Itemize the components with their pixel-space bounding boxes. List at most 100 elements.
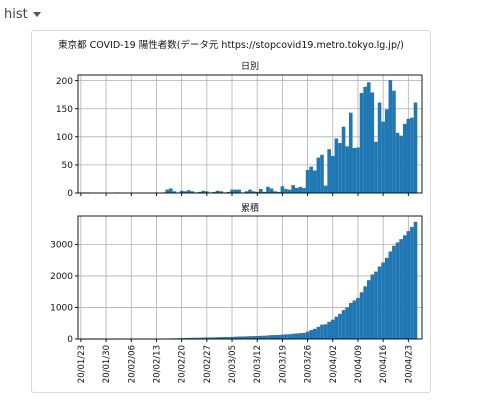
bar	[208, 337, 213, 339]
bar	[284, 189, 288, 193]
x-tick-label: 20/01/23	[77, 345, 87, 383]
bar	[406, 231, 411, 339]
bar	[338, 142, 342, 193]
x-tick-label: 20/03/05	[228, 345, 238, 383]
bar	[384, 257, 389, 339]
bar	[187, 190, 191, 193]
bar	[330, 155, 335, 193]
bar	[269, 188, 274, 193]
bar	[244, 191, 249, 193]
y-tick-label: 100	[56, 133, 73, 143]
bar	[248, 189, 252, 193]
bar	[273, 335, 277, 339]
bar	[212, 191, 216, 193]
x-tick-label: 20/03/26	[304, 345, 314, 383]
bar	[226, 337, 231, 339]
bar	[363, 286, 367, 339]
bar	[302, 187, 306, 193]
bar	[215, 190, 220, 193]
bar	[341, 310, 346, 339]
x-tick-label: 20/02/27	[203, 345, 213, 383]
bar	[359, 292, 364, 339]
bar	[197, 337, 202, 339]
bar	[399, 135, 403, 193]
bar	[237, 189, 242, 193]
bar	[381, 262, 385, 339]
bar	[237, 336, 242, 339]
bar	[402, 235, 407, 339]
bar	[294, 187, 299, 193]
bar	[406, 118, 411, 193]
bar	[374, 271, 378, 339]
bar	[348, 303, 353, 339]
bar	[352, 300, 357, 339]
bar	[316, 157, 321, 193]
bar	[327, 149, 331, 193]
x-tick-label: 20/03/12	[253, 345, 263, 383]
bar	[273, 191, 277, 193]
bar	[230, 336, 234, 339]
bar	[410, 226, 414, 339]
bar	[402, 123, 407, 193]
chart-figure: 東京都 COVID-19 陽性者数(データ元 https://stopcovid…	[50, 39, 423, 383]
y-tick-label: 200	[56, 77, 73, 87]
x-tick-label: 20/02/06	[127, 345, 137, 383]
bar	[287, 334, 292, 339]
bar	[169, 188, 173, 193]
bar	[327, 321, 331, 339]
chart-type-dropdown[interactable]: hist	[4, 4, 41, 24]
bar	[266, 186, 270, 193]
bar	[172, 191, 177, 193]
y-tick-label: 3000	[50, 241, 73, 251]
bar	[241, 336, 245, 339]
y-tick-label: 0	[67, 335, 73, 345]
bar	[284, 334, 288, 339]
axes-frame	[77, 215, 423, 340]
bar	[309, 166, 313, 193]
bar	[374, 141, 378, 193]
bar	[205, 337, 209, 339]
bar	[215, 337, 220, 339]
bar	[323, 185, 328, 193]
bar	[359, 92, 364, 193]
y-tick-label: 150	[56, 105, 73, 115]
bar	[190, 337, 195, 339]
bar	[226, 191, 231, 193]
x-tick-label: 20/04/09	[354, 345, 364, 383]
y-tick-label: 50	[62, 161, 74, 171]
bar	[302, 332, 306, 339]
y-tick-label: 1000	[50, 304, 73, 314]
bar	[305, 331, 310, 339]
bar	[194, 337, 198, 339]
x-tick-label: 20/01/30	[102, 345, 112, 383]
bar	[413, 102, 418, 193]
y-tick-label: 2000	[50, 272, 73, 282]
bar	[384, 109, 389, 193]
bar	[370, 274, 375, 339]
bar	[183, 191, 188, 193]
bar	[280, 186, 285, 193]
bar	[205, 191, 209, 193]
bar	[165, 189, 170, 193]
bar	[298, 186, 303, 193]
bar	[219, 191, 224, 193]
bar	[356, 297, 360, 339]
bar	[262, 191, 267, 193]
panel-daily: 日別 0 50 100 150 200	[56, 61, 423, 199]
bar	[251, 191, 256, 193]
y-tick-label: 0	[67, 189, 73, 199]
bar	[388, 80, 393, 193]
bar	[381, 121, 385, 193]
bar	[363, 86, 367, 193]
bar	[309, 330, 313, 339]
bar	[377, 266, 382, 339]
bar	[223, 337, 227, 339]
bar	[248, 336, 252, 339]
bar	[395, 242, 400, 339]
panel-cumulative: 累積 0 1000 2000 3000 20/01/23 20/01/30 20/02/06 2…	[50, 202, 423, 383]
bar	[366, 280, 371, 339]
bar	[190, 191, 195, 193]
bar	[312, 170, 317, 193]
axes-frame	[77, 74, 423, 194]
bar	[276, 334, 281, 339]
